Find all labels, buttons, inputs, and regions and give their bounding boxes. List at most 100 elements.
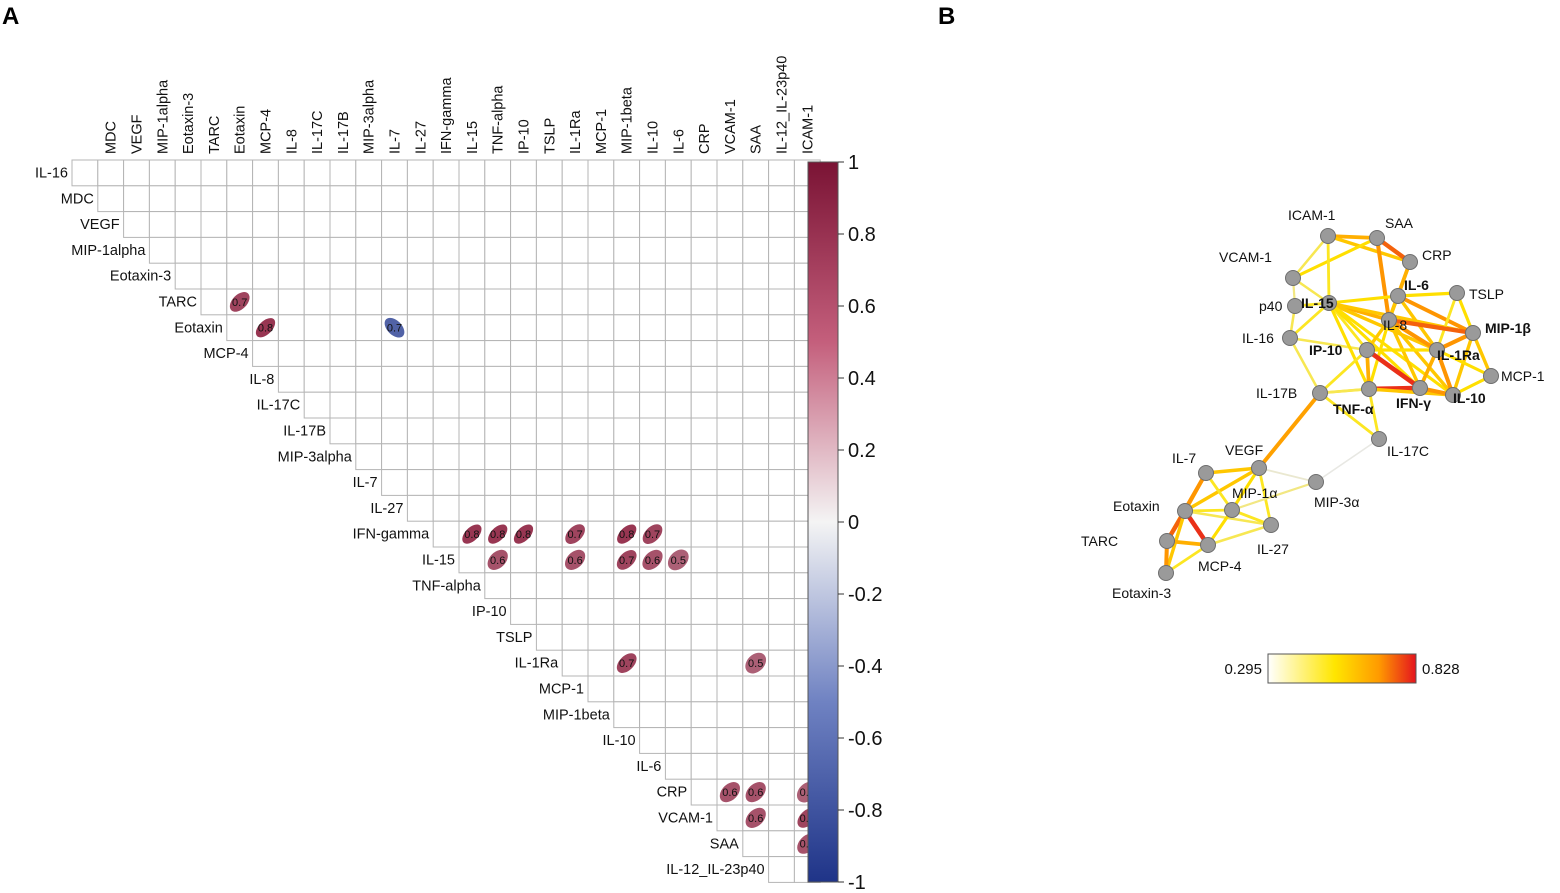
correlation-ellipse	[745, 807, 766, 829]
heatmap-cell	[406, 443, 434, 471]
heatmap-cell	[639, 598, 666, 625]
heatmap-cell	[484, 494, 512, 522]
row-label: MIP-1alpha	[71, 243, 146, 259]
heatmap-cell	[432, 469, 460, 496]
heatmap-cell	[587, 494, 615, 522]
heatmap-cell	[768, 727, 795, 754]
heatmap-cell	[510, 546, 537, 574]
correlation-ellipse	[565, 524, 585, 544]
heatmap-cell	[226, 185, 254, 213]
heatmap-cell	[148, 159, 176, 187]
colorbar-tick-label: -0.6	[848, 728, 882, 750]
network-node-label: SAA	[1385, 215, 1414, 231]
network-node	[1285, 270, 1301, 286]
heatmap-cell	[484, 159, 512, 187]
network-edge	[1364, 347, 1423, 391]
heatmap-cell	[613, 314, 641, 342]
heatmap-cell	[226, 314, 254, 342]
heatmap-cell	[587, 649, 615, 677]
network-edge	[1315, 438, 1380, 483]
heatmap-cell	[458, 185, 486, 213]
heatmap-cell	[690, 469, 718, 496]
heatmap-cell	[535, 211, 563, 238]
colorbar-tick-label: 0	[848, 512, 859, 534]
network-node	[1200, 537, 1216, 553]
heatmap-cell	[510, 417, 537, 445]
network-node	[1429, 342, 1445, 358]
heatmap-cell	[406, 494, 434, 522]
heatmap-cell	[690, 417, 718, 445]
heatmap-significant-cells: 0.7 0.8 0.7 0.8 0.8 0.8 0.7 0.8 0.7 0.6 0.6 0.7 0.6 0…	[229, 292, 818, 854]
correlation-ellipse	[487, 549, 508, 571]
heatmap-cell	[355, 340, 383, 367]
heatmap-cell	[690, 598, 718, 625]
heatmap-cell	[432, 288, 460, 316]
heatmap-cell	[664, 623, 692, 651]
heatmap-cell	[432, 262, 460, 290]
network-node-label: TSLP	[1469, 286, 1504, 302]
network-node	[1381, 312, 1397, 328]
heatmap-cell	[329, 417, 357, 445]
heatmap-cell	[355, 262, 383, 290]
correlation-value: 0.5	[671, 555, 686, 567]
heatmap-cell	[510, 443, 537, 471]
heatmap-cell	[742, 572, 770, 600]
heatmap-cell	[432, 185, 460, 213]
network-edge	[1327, 301, 1422, 390]
heatmap-cell	[329, 288, 357, 316]
network-node	[1390, 288, 1406, 304]
network-edge	[1230, 466, 1261, 512]
row-label: Eotaxin-3	[110, 269, 171, 285]
heatmap-cell	[716, 572, 744, 600]
colorbar-tick-label: 0.6	[848, 296, 876, 318]
network-node	[1198, 465, 1214, 481]
heatmap-cell	[587, 598, 615, 625]
heatmap-cell	[664, 365, 692, 393]
heatmap-cell	[458, 159, 486, 187]
heatmap-cell	[303, 365, 331, 393]
column-label: IP-10	[517, 119, 533, 154]
heatmap-cell	[690, 623, 718, 651]
heatmap-cell	[664, 288, 692, 316]
network-node	[1321, 295, 1337, 311]
heatmap-cell	[535, 598, 563, 625]
heatmap-cell	[587, 262, 615, 290]
heatmap-cell	[484, 340, 512, 367]
network-edge	[1291, 236, 1379, 280]
heatmap-cell	[535, 443, 563, 471]
heatmap-cell	[458, 236, 486, 264]
heatmap-cell	[252, 340, 279, 367]
heatmap-cell	[561, 623, 589, 651]
heatmap-cell	[381, 469, 408, 496]
heatmap-cell	[329, 236, 357, 264]
heatmap-cell	[742, 262, 770, 290]
network-node	[1177, 503, 1193, 519]
heatmap-cell	[742, 314, 770, 342]
heatmap-cell	[587, 623, 615, 651]
heatmap-cell	[639, 391, 666, 419]
row-label: VCAM-1	[658, 811, 713, 827]
heatmap-cell	[510, 185, 537, 213]
row-label: Eotaxin	[174, 320, 222, 336]
heatmap-cell	[768, 830, 795, 858]
heatmap-cell	[303, 314, 331, 342]
heatmap-cell	[226, 236, 254, 264]
heatmap-cell	[613, 443, 641, 471]
heatmap-cell	[200, 185, 228, 213]
row-label: IL-17C	[257, 398, 301, 414]
heatmap-cell	[406, 211, 434, 238]
heatmap-cell	[690, 520, 718, 548]
row-label: IFN-gamma	[353, 527, 430, 543]
heatmap-cell	[587, 675, 615, 703]
heatmap-cell	[716, 598, 744, 625]
correlation-value: 0.7	[619, 555, 634, 567]
network-edge	[1288, 336, 1369, 352]
heatmap-cell	[639, 469, 666, 496]
heatmap-cell	[716, 211, 744, 238]
heatmap-cell	[561, 314, 589, 342]
row-label: VEGF	[80, 217, 120, 233]
network-node-label: IL-17C	[1387, 443, 1429, 459]
heatmap-cell	[561, 236, 589, 264]
heatmap-colorbar: 1 0.8 0.6 0.4 0.2 0 -0.2 -0.4 -0.6 -0.8 -1	[807, 152, 882, 893]
network-node	[1159, 533, 1175, 549]
